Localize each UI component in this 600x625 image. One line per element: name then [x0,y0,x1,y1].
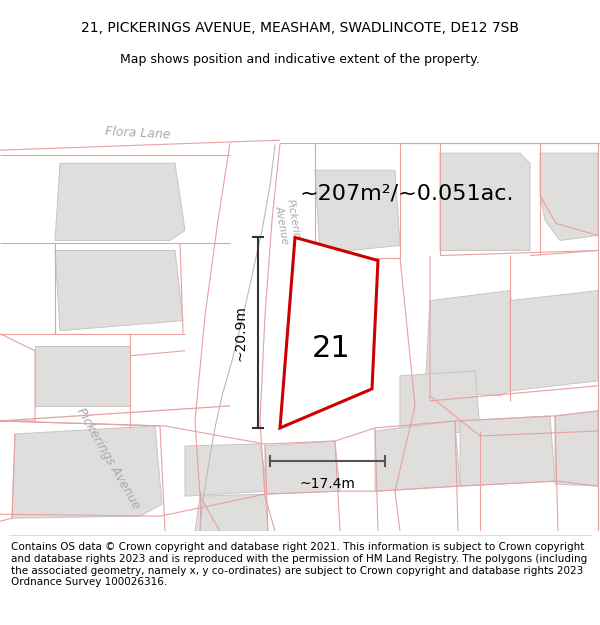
Polygon shape [280,238,378,428]
Text: ~20.9m: ~20.9m [234,305,248,361]
Text: 21, PICKERINGS AVENUE, MEASHAM, SWADLINCOTE, DE12 7SB: 21, PICKERINGS AVENUE, MEASHAM, SWADLINC… [81,21,519,35]
Polygon shape [315,170,400,254]
Text: Pickerings Avenue: Pickerings Avenue [74,405,142,511]
Polygon shape [375,421,460,491]
Polygon shape [185,444,268,496]
Polygon shape [55,251,183,331]
Polygon shape [460,416,555,486]
Polygon shape [12,426,162,518]
Text: Map shows position and indicative extent of the property.: Map shows position and indicative extent… [120,52,480,66]
Text: Contains OS data © Crown copyright and database right 2021. This information is : Contains OS data © Crown copyright and d… [11,542,587,588]
Polygon shape [55,163,185,241]
Polygon shape [195,494,268,531]
Text: 21: 21 [312,334,350,363]
Text: Flora Lane: Flora Lane [105,125,171,141]
Polygon shape [35,346,130,406]
Polygon shape [540,153,598,241]
Text: Pickering
Avenue: Pickering Avenue [273,198,303,249]
Polygon shape [555,411,598,486]
Text: ~17.4m: ~17.4m [299,477,355,491]
Polygon shape [510,291,598,391]
Polygon shape [400,371,480,436]
Polygon shape [440,153,530,251]
Text: ~207m²/~0.051ac.: ~207m²/~0.051ac. [300,183,515,203]
Polygon shape [265,441,340,494]
Polygon shape [425,291,520,396]
Polygon shape [298,291,358,361]
